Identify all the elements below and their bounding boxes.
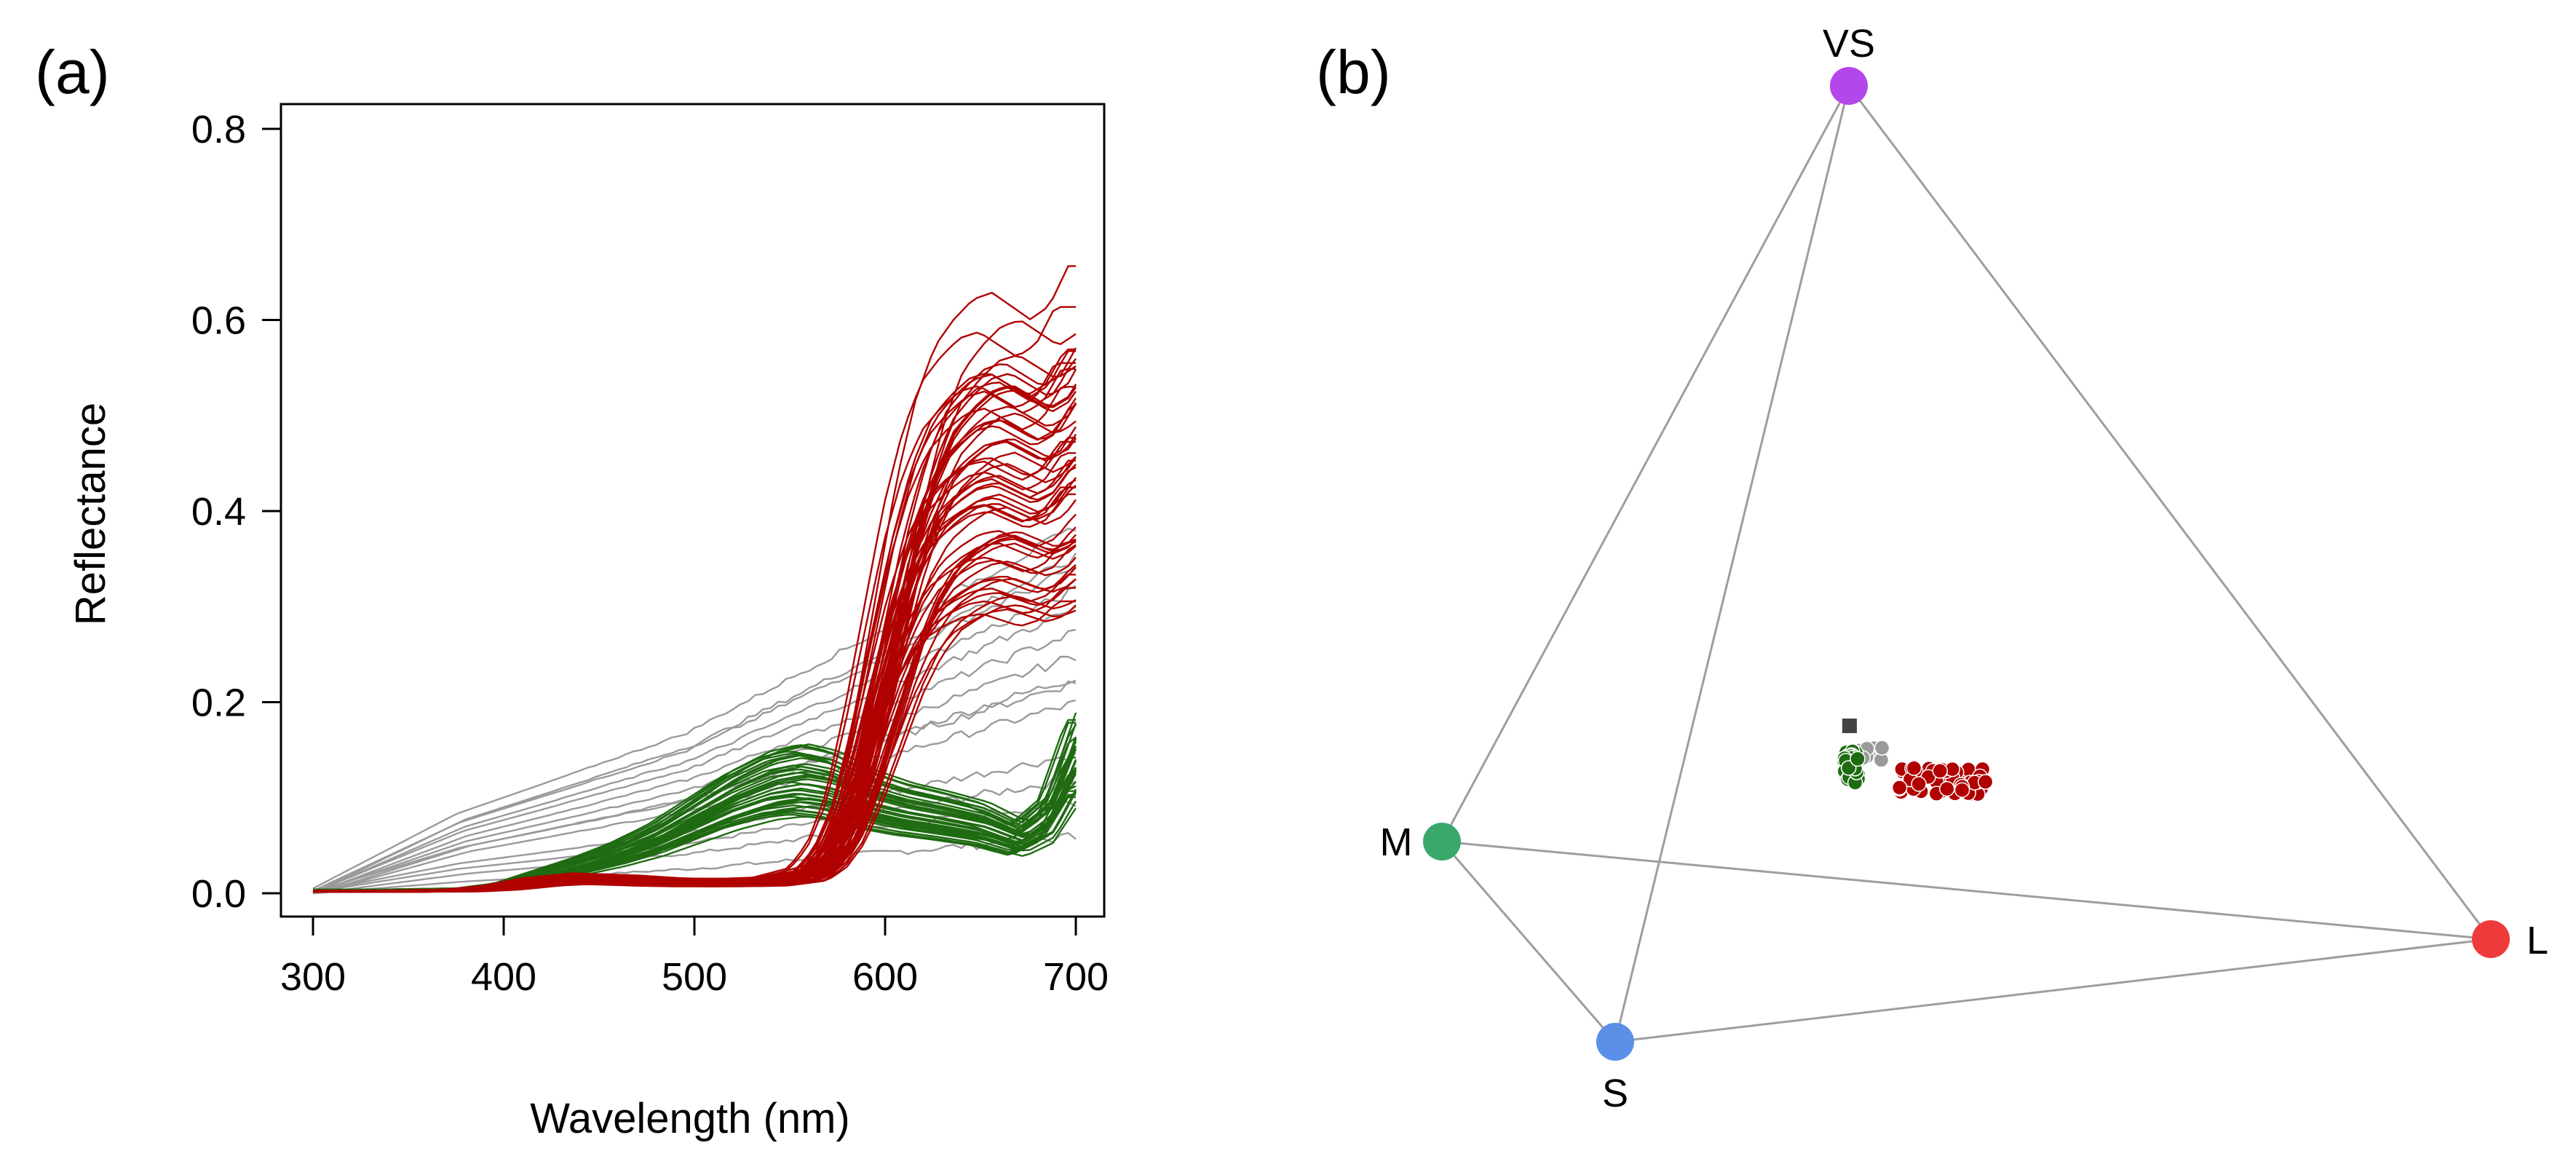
gray-spectrum-line bbox=[312, 553, 1077, 894]
vertex-m bbox=[1423, 823, 1461, 861]
x-tick-label: 400 bbox=[471, 955, 536, 999]
y-tick-label: 0.2 bbox=[191, 681, 246, 725]
edge-vs-m bbox=[1440, 85, 1850, 842]
gray-spectrum-line bbox=[312, 699, 1077, 895]
y-axis-label: Reflectance bbox=[67, 403, 114, 625]
y-axis: 0.0 0.2 0.4 0.6 0.8 bbox=[191, 108, 281, 916]
red-spectrum-line bbox=[313, 306, 1076, 892]
x-tick-label: 600 bbox=[852, 955, 918, 999]
edge-vs-s bbox=[1614, 85, 1850, 1043]
gray-spectrum-line bbox=[312, 628, 1077, 895]
tetrahedral-colorspace-plot: VS M S L bbox=[1380, 22, 2549, 1115]
edge-vs-l bbox=[1847, 85, 2492, 940]
edge-m-s bbox=[1440, 841, 1617, 1043]
y-tick-label: 0.4 bbox=[191, 490, 246, 534]
panel-label-b: (b) bbox=[1316, 38, 1391, 106]
red-point bbox=[1891, 780, 1908, 796]
vertex-l bbox=[2472, 920, 2510, 958]
panel-label-a: (a) bbox=[35, 38, 110, 106]
gray-spectrum-line bbox=[312, 751, 1077, 893]
x-axis-label: Wavelength (nm) bbox=[530, 1095, 849, 1142]
green-point bbox=[1850, 751, 1866, 767]
x-tick-label: 500 bbox=[662, 955, 727, 999]
y-tick-label: 0.8 bbox=[191, 108, 246, 151]
x-tick-label: 300 bbox=[280, 955, 346, 999]
vertex-label-l: L bbox=[2527, 919, 2548, 962]
y-tick-label: 0.6 bbox=[191, 299, 246, 343]
x-axis: 300 400 500 600 700 bbox=[280, 917, 1109, 999]
vertex-label-m: M bbox=[1380, 820, 1413, 864]
gray-spectrum-line bbox=[312, 831, 1077, 895]
red-point bbox=[1977, 774, 1994, 790]
red-point bbox=[1911, 776, 1927, 792]
cluster-points bbox=[1836, 719, 1994, 802]
red-point bbox=[1932, 763, 1949, 779]
gray-spectrum-line bbox=[312, 680, 1077, 893]
vertex-label-vs: VS bbox=[1823, 22, 1875, 66]
edge-m-l bbox=[1441, 840, 2492, 941]
x-tick-label: 700 bbox=[1043, 955, 1109, 999]
red-point bbox=[1939, 780, 1955, 797]
tetrahedron-edges bbox=[1440, 85, 2492, 1043]
gray-spectrum-line bbox=[312, 606, 1077, 893]
red-point bbox=[1954, 782, 1970, 798]
red-point bbox=[1906, 760, 1922, 776]
reflectance-line-chart: 300 400 500 600 700 0.0 0.2 0.4 0.6 0.8 Waveleng… bbox=[67, 103, 1109, 1142]
gray-spectrum-line bbox=[312, 655, 1077, 895]
green-spectrum-line bbox=[313, 722, 1077, 890]
spectra-lines bbox=[312, 265, 1077, 895]
edge-s-l bbox=[1614, 938, 2492, 1043]
vertex-s bbox=[1596, 1023, 1634, 1061]
gray-spectrum-line bbox=[312, 585, 1077, 894]
gray-point bbox=[1874, 740, 1890, 756]
y-tick-label: 0.0 bbox=[191, 872, 246, 916]
gray-spectrum-line bbox=[312, 777, 1077, 893]
vertex-vs bbox=[1830, 67, 1868, 105]
achromatic-point bbox=[1842, 719, 1857, 733]
vertex-label-s: S bbox=[1602, 1072, 1628, 1115]
